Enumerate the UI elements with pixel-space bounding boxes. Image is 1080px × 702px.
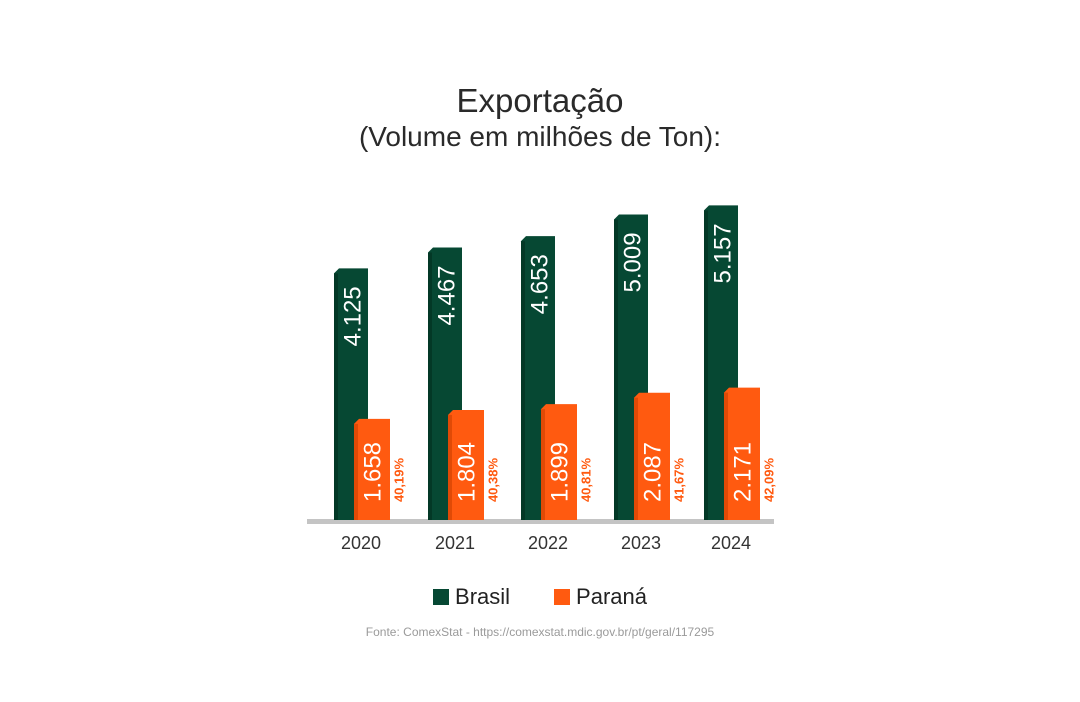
bar-parana-side-2023 [634,397,638,520]
bar-parana-2024 [724,387,760,520]
bar-parana-2021 [448,409,484,520]
legend-label-brasil: Brasil [455,584,511,609]
source-note: Fonte: ComexStat - https://comexstat.mdi… [365,625,715,639]
bar-parana-2022 [541,404,577,520]
chart-title: Exportação [456,82,624,119]
bar-brasil-side-2020 [334,273,338,520]
bar-brasil-side-2023 [614,219,618,521]
bar-brasil-side-2024 [704,210,708,520]
bar-brasil-side-2022 [521,241,525,521]
year-label-2022: 2022 [528,533,568,553]
year-label-2023: 2023 [621,533,661,553]
bar-brasil-side-2021 [428,252,432,520]
bar-parana-side-2021 [448,414,452,520]
value-label-brasil-2024: 5.157 [709,223,736,283]
chart-subtitle: (Volume em milhões de Ton): [358,121,722,152]
share-label-2020: 40,19% [391,458,406,503]
value-label-brasil-2021: 4.467 [433,265,460,325]
value-label-brasil-2023: 5.009 [619,232,646,292]
value-label-parana-2021: 1.804 [453,442,480,502]
bar-parana-2023 [634,392,670,520]
legend-swatch-parana [554,589,571,605]
value-label-brasil-2020: 4.125 [339,286,366,346]
year-label-2024: 2024 [711,533,751,553]
bar-parana-side-2020 [354,423,358,520]
chart-legend: Brasil Paraná [0,584,1080,610]
legend-item-parana: Paraná [554,584,647,610]
chart-baseline [307,519,774,524]
value-label-parana-2023: 2.087 [639,442,666,502]
year-label-2020: 2020 [341,533,381,553]
value-label-parana-2024: 2.171 [729,442,756,502]
value-label-brasil-2022: 4.653 [526,254,553,314]
year-label-2021: 2021 [435,533,475,553]
share-label-2021: 40,38% [485,458,500,503]
value-label-parana-2022: 1.899 [546,442,573,502]
bar-parana-side-2022 [541,409,545,520]
bar-parana-2020 [354,418,390,520]
bar-parana-side-2024 [724,392,728,520]
legend-swatch-brasil [433,589,450,605]
legend-item-brasil: Brasil [433,584,510,610]
share-label-2022: 40,81% [578,458,593,503]
share-label-2024: 42,09% [761,458,776,503]
share-label-2023: 41,67% [671,458,686,503]
value-label-parana-2020: 1.658 [359,442,386,502]
legend-label-parana: Paraná [576,584,647,609]
